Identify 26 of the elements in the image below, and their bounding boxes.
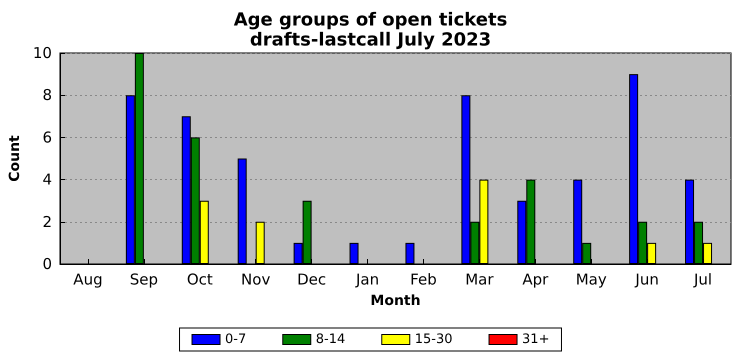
y-tick-label: 10 — [32, 44, 52, 62]
y-tick-label: 6 — [42, 128, 52, 146]
x-tick-label: Sep — [130, 270, 158, 288]
legend-label: 31+ — [522, 332, 550, 347]
y-tick-label: 4 — [42, 170, 52, 189]
x-tick-label: Nov — [241, 270, 270, 288]
x-tick-label: Jan — [354, 270, 380, 288]
legend-label: 8-14 — [316, 332, 346, 347]
x-tick-label: Mar — [465, 270, 494, 288]
legend-label: 15-30 — [414, 332, 453, 347]
x-tick-label: Apr — [522, 270, 550, 288]
x-tick-label: May — [576, 270, 607, 288]
chart-title: Age groups of open tickets — [234, 10, 508, 30]
y-tick-label: 0 — [42, 255, 52, 273]
legend-label: 0-7 — [225, 332, 246, 347]
x-tick-label: Jun — [634, 270, 659, 288]
y-tick-label: 8 — [42, 86, 52, 104]
x-tick-label: Jul — [692, 270, 712, 288]
y-axis-title: Count — [7, 134, 23, 182]
chart-subtitle: drafts-lastcall July 2023 — [250, 30, 492, 50]
x-axis-title: Month — [370, 293, 421, 309]
x-tick-label: Oct — [186, 270, 213, 288]
y-tick-label: 2 — [42, 212, 52, 231]
x-tick-label: Aug — [73, 270, 103, 288]
x-tick-label: Dec — [297, 270, 326, 288]
x-tick-label: Feb — [410, 270, 437, 288]
